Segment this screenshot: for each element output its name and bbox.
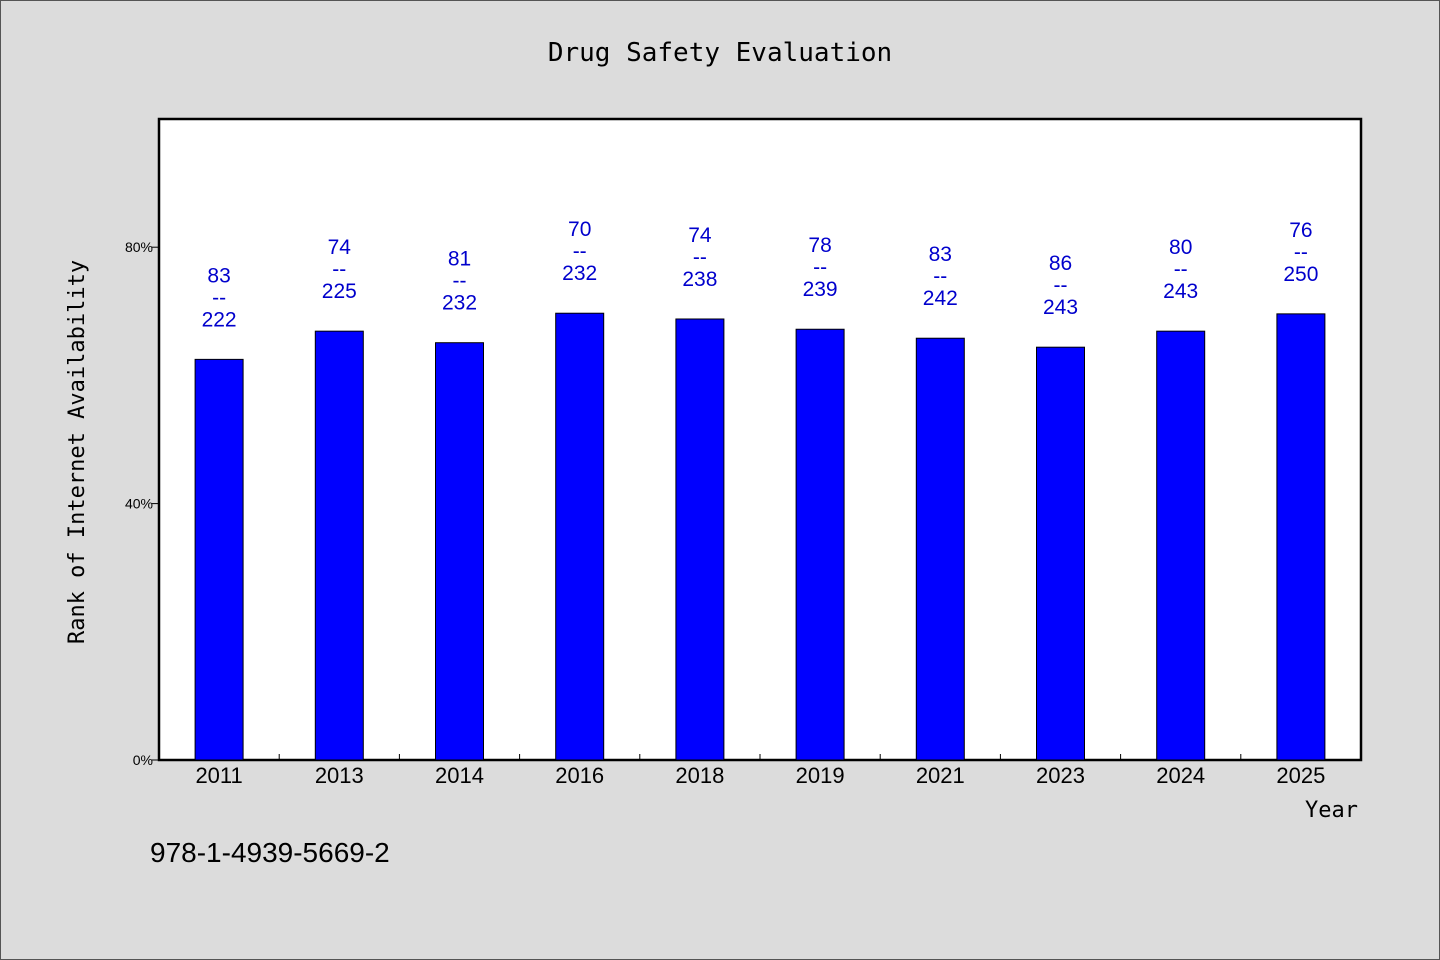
x-tick-label-2016: 2016 [555, 763, 604, 788]
x-tick-label-2025: 2025 [1276, 763, 1325, 788]
data-label-2024-sep: -- [1174, 258, 1188, 281]
data-label-2025-sep: -- [1294, 241, 1308, 264]
data-label-2014-top: 81 [448, 248, 471, 271]
data-label-2018-top: 74 [688, 224, 712, 247]
bar-2018 [675, 318, 725, 761]
data-label-2018-sep: -- [693, 246, 707, 269]
x-tick-label-2019: 2019 [796, 763, 845, 788]
bar-2014 [435, 342, 484, 761]
bar-2025 [1276, 313, 1326, 761]
bar-2021 [915, 337, 965, 761]
y-tick-label-0: 0% [133, 752, 153, 768]
x-axis: 2011 2013 2014 2016 2018 2019 2021 2023 2024 2025 [195, 754, 1325, 788]
data-label-2021-bottom: 242 [923, 287, 958, 310]
data-label-2016-bottom: 232 [562, 262, 597, 285]
data-label-2024-bottom: 243 [1163, 280, 1198, 303]
data-label-2014-sep: -- [453, 270, 467, 293]
data-label-2011-top: 83 [207, 264, 230, 287]
footer-isbn: 978-1-4939-5669-2 [150, 837, 390, 868]
x-tick-label-2013: 2013 [315, 763, 364, 788]
data-label-2023-top: 86 [1049, 252, 1072, 275]
y-axis: 0% 40% 80% [125, 239, 159, 768]
data-label-2025-bottom: 250 [1283, 263, 1318, 286]
data-label-2023-bottom: 243 [1043, 296, 1078, 319]
data-label-2021-top: 83 [929, 243, 952, 266]
bar-2011 [194, 358, 244, 761]
data-label-2024-top: 80 [1169, 236, 1192, 259]
data-label-2018-bottom: 238 [682, 268, 717, 291]
y-tick-label-40: 40% [125, 496, 153, 512]
bar-2024 [1156, 330, 1206, 761]
bar-labels-group: 83--22274--22581--23270--23274--23878--2… [202, 218, 1319, 331]
data-label-2019-sep: -- [813, 256, 827, 279]
y-tick-label-80: 80% [125, 239, 153, 255]
bar-2016 [555, 312, 605, 761]
x-tick-label-2018: 2018 [675, 763, 724, 788]
bar-2023 [1036, 346, 1085, 761]
data-label-2025-top: 76 [1289, 219, 1312, 242]
x-tick-label-2023: 2023 [1036, 763, 1085, 788]
x-axis-label: Year [1305, 798, 1358, 823]
y-axis-label: Rank of Internet Availability [65, 260, 90, 644]
x-tick-label-2014: 2014 [435, 763, 484, 788]
data-label-2013-sep: -- [332, 258, 346, 281]
bar-2013 [314, 330, 364, 761]
data-label-2023-sep: -- [1054, 274, 1068, 297]
data-label-2013-top: 74 [328, 236, 352, 259]
data-label-2019-bottom: 239 [803, 278, 838, 301]
data-label-2014-bottom: 232 [442, 292, 477, 315]
data-label-2016-sep: -- [573, 240, 587, 263]
x-tick-label-2024: 2024 [1156, 763, 1205, 788]
bar-2019 [795, 328, 845, 761]
data-label-2019-top: 78 [808, 234, 831, 257]
chart-title: Drug Safety Evaluation [548, 38, 892, 68]
x-tick-label-2021: 2021 [916, 763, 965, 788]
bars-group [194, 312, 1326, 761]
data-label-2013-bottom: 225 [322, 280, 357, 303]
x-tick-label-2011: 2011 [195, 763, 242, 788]
data-label-2021-sep: -- [933, 265, 947, 288]
data-label-2011-sep: -- [212, 286, 226, 309]
data-label-2016-top: 70 [568, 218, 591, 241]
data-label-2011-bottom: 222 [202, 308, 237, 331]
